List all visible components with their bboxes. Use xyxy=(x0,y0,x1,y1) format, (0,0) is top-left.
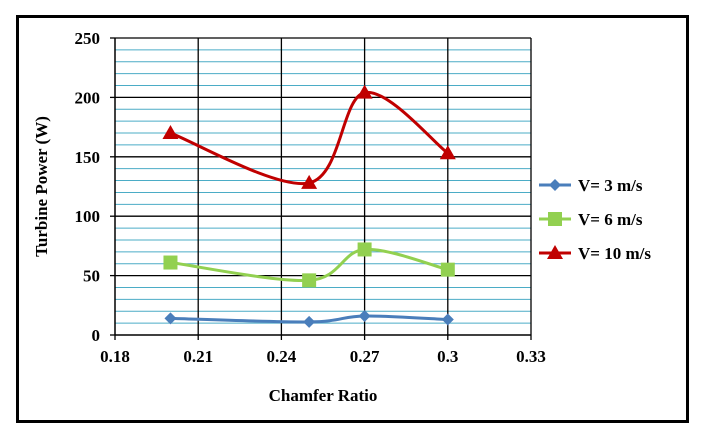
legend-label: V= 3 m/s xyxy=(578,176,643,195)
legend-swatch-marker xyxy=(548,212,562,226)
y-axis-title: Turbine Power (W) xyxy=(32,116,51,257)
x-tick-label: 0.18 xyxy=(100,347,130,366)
data-point xyxy=(163,255,178,270)
legend-swatch-marker xyxy=(549,179,561,191)
data-point xyxy=(439,145,456,160)
legend-label: V= 10 m/s xyxy=(578,244,651,263)
axes xyxy=(110,37,532,340)
series-line xyxy=(170,247,449,283)
data-point xyxy=(357,242,372,257)
legend-item: V= 6 m/s xyxy=(539,210,643,229)
legend-label: V= 6 m/s xyxy=(578,210,643,229)
series-line xyxy=(170,314,448,324)
x-tick-label: 0.33 xyxy=(516,347,546,366)
y-tick-label: 150 xyxy=(75,148,101,167)
chart-frame xyxy=(16,15,689,423)
x-axis-title: Chamfer Ratio xyxy=(269,386,378,405)
data-point xyxy=(162,125,179,140)
series-layer xyxy=(162,84,456,328)
data-point xyxy=(441,313,454,326)
y-tick-label: 100 xyxy=(75,207,101,226)
y-tick-label: 250 xyxy=(75,29,101,48)
data-point xyxy=(301,174,318,189)
x-tick-label: 0.24 xyxy=(267,347,297,366)
legend-swatch-marker xyxy=(547,245,563,259)
x-tick-label: 0.21 xyxy=(183,347,213,366)
minor-gridlines xyxy=(115,49,531,324)
legend-item: V= 10 m/s xyxy=(539,244,651,263)
data-point xyxy=(356,84,373,99)
series-line xyxy=(169,91,449,186)
legend: V= 3 m/s V= 6 m/s V= 10 m/s xyxy=(539,176,651,263)
major-gridlines xyxy=(115,37,532,335)
x-tick-label: 0.27 xyxy=(350,347,380,366)
y-tick-label: 0 xyxy=(92,326,101,345)
legend-item: V= 3 m/s xyxy=(539,176,643,195)
data-point xyxy=(303,315,316,328)
series-1 xyxy=(164,309,454,328)
x-tick-label: 0.3 xyxy=(437,347,458,366)
series-2 xyxy=(163,242,455,288)
data-point xyxy=(440,262,455,277)
tick-labels: 0.18 0.21 0.24 0.27 0.3 0.33 0 50 100 150 200 250 xyxy=(75,29,546,366)
y-tick-label: 50 xyxy=(83,267,100,286)
data-point xyxy=(358,309,371,322)
y-tick-label: 200 xyxy=(75,88,101,107)
series-3 xyxy=(162,84,456,189)
data-point xyxy=(302,273,317,288)
data-point xyxy=(164,312,177,325)
